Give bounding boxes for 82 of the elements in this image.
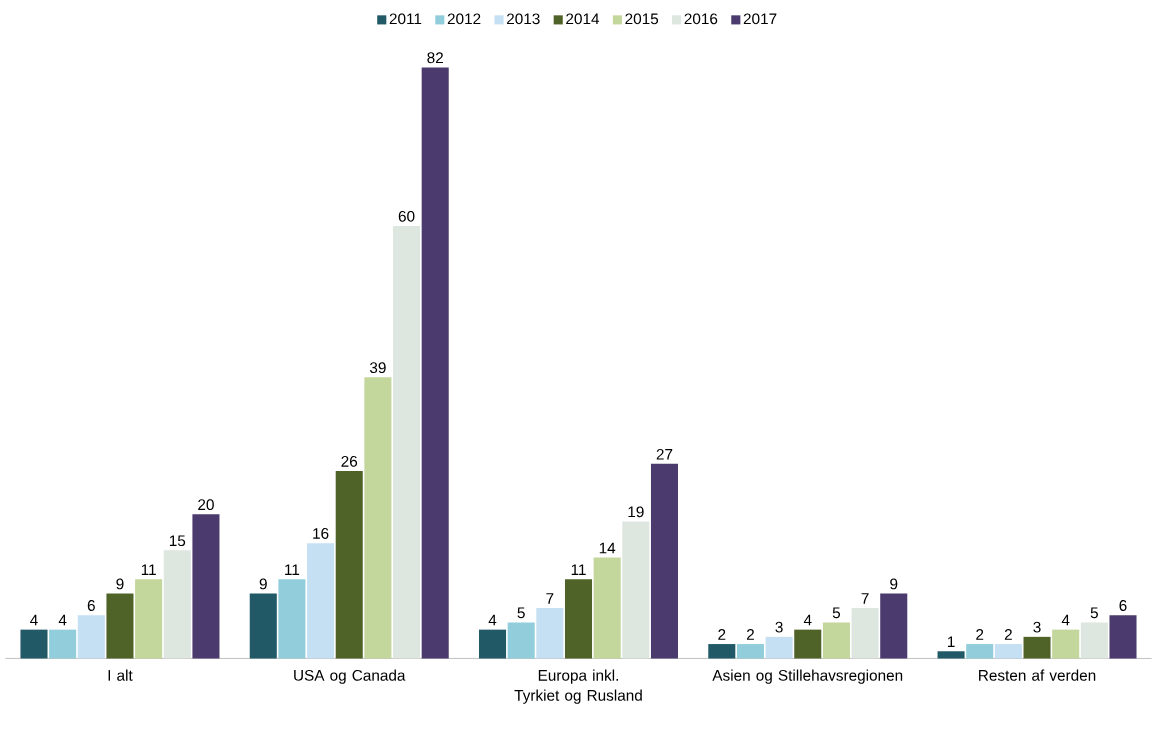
data-label: 3 <box>1033 621 1041 633</box>
data-label: 14 <box>599 542 616 554</box>
data-label: 5 <box>832 607 841 619</box>
data-label: 82 <box>427 52 443 64</box>
bar <box>421 67 449 659</box>
data-label: 15 <box>169 535 186 547</box>
bar <box>765 636 793 659</box>
bar <box>77 615 105 659</box>
data-label: 39 <box>369 362 386 374</box>
data-label: 16 <box>313 527 329 539</box>
data-label: 7 <box>861 593 869 604</box>
bar <box>1080 622 1108 659</box>
data-label: 11 <box>571 564 586 575</box>
bar <box>822 622 850 659</box>
data-label: 11 <box>141 564 156 575</box>
legend-label: 2017 <box>743 13 777 25</box>
bar <box>708 644 736 659</box>
data-label: 2 <box>976 629 984 640</box>
bar <box>507 622 535 659</box>
bar <box>20 629 48 659</box>
bar <box>994 644 1022 659</box>
data-label: 26 <box>341 455 358 467</box>
bar <box>479 629 507 659</box>
bar <box>966 644 994 659</box>
legend-label: 2014 <box>566 13 600 25</box>
data-label: 7 <box>546 593 554 604</box>
data-label: 6 <box>1119 600 1127 611</box>
legend-label: 2015 <box>625 13 659 25</box>
data-label: 2 <box>718 629 726 640</box>
bar <box>106 593 134 659</box>
bar <box>192 514 220 659</box>
legend-label: 2011 <box>389 13 422 25</box>
data-label: 20 <box>198 499 214 510</box>
bar <box>794 629 822 659</box>
data-label: 4 <box>803 614 812 626</box>
bar <box>937 651 965 659</box>
bar <box>736 644 764 659</box>
data-label: 4 <box>58 614 67 626</box>
x-tick-label: Resten af verden <box>979 669 1096 681</box>
bar <box>278 579 306 659</box>
data-label: 27 <box>656 448 673 460</box>
bar <box>135 579 163 659</box>
data-label: 1 <box>947 636 955 647</box>
bar <box>650 463 678 659</box>
bar <box>307 543 335 659</box>
bar <box>1023 636 1051 659</box>
data-label: 5 <box>517 607 525 619</box>
legend-label: 2012 <box>447 13 481 25</box>
bar <box>622 521 650 659</box>
bar <box>364 377 392 659</box>
legend-label: 2013 <box>507 13 540 25</box>
bar <box>851 607 879 659</box>
data-label: 3 <box>775 621 783 633</box>
bar <box>593 557 621 659</box>
data-label: 4 <box>1061 614 1070 626</box>
legend-label: 2016 <box>684 13 718 25</box>
data-label: 11 <box>285 564 300 575</box>
data-label: 9 <box>259 578 267 590</box>
data-label: 2 <box>746 629 754 640</box>
data-label: 4 <box>488 614 497 626</box>
data-label: 9 <box>890 578 898 590</box>
bar <box>393 225 421 659</box>
bar <box>1052 629 1080 659</box>
bar <box>1109 615 1137 659</box>
x-tick-label: I alt <box>108 669 133 681</box>
bar <box>49 629 77 659</box>
bar <box>880 593 908 659</box>
data-label: 19 <box>628 506 644 518</box>
data-label: 9 <box>116 578 124 590</box>
data-label: 5 <box>1090 607 1098 619</box>
x-tick-label: Europa inkl. Tyrkiet og Rusland <box>514 669 642 704</box>
bar <box>536 607 564 659</box>
bar <box>249 593 277 659</box>
bar <box>564 579 593 659</box>
bar <box>163 550 191 659</box>
x-tick-label: USA og Canada <box>294 669 406 684</box>
data-label: 4 <box>30 614 38 626</box>
data-label: 6 <box>87 600 95 611</box>
data-label: 60 <box>398 210 415 222</box>
bar <box>335 471 363 659</box>
x-tick-label: Asien og Stillehavsregionen <box>712 669 903 684</box>
data-label: 2 <box>1004 629 1012 640</box>
